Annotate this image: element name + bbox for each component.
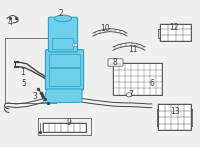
- FancyBboxPatch shape: [45, 50, 84, 90]
- Bar: [5, 38, 56, 103]
- Text: 11: 11: [128, 45, 138, 55]
- FancyBboxPatch shape: [108, 59, 123, 66]
- Bar: [160, 24, 191, 41]
- FancyBboxPatch shape: [48, 17, 78, 52]
- Text: 10: 10: [100, 24, 110, 33]
- Text: P: P: [74, 43, 76, 47]
- Circle shape: [126, 93, 132, 97]
- Text: 2: 2: [59, 9, 63, 19]
- Text: 1: 1: [21, 68, 25, 77]
- Bar: [49, 54, 80, 67]
- Bar: [113, 63, 162, 95]
- Ellipse shape: [54, 15, 72, 22]
- Bar: [158, 104, 191, 130]
- Bar: [52, 38, 73, 49]
- Text: 3: 3: [33, 92, 37, 101]
- Text: 6: 6: [150, 78, 154, 88]
- Bar: [49, 68, 80, 86]
- Text: 4: 4: [7, 18, 12, 27]
- Bar: [43, 123, 86, 132]
- Circle shape: [72, 43, 78, 47]
- Text: 5: 5: [21, 78, 26, 88]
- Polygon shape: [43, 89, 82, 103]
- Bar: [38, 118, 91, 135]
- Text: 9: 9: [67, 118, 71, 127]
- Text: 12: 12: [169, 23, 179, 32]
- Text: 8: 8: [113, 58, 117, 67]
- Text: 7: 7: [129, 90, 133, 99]
- Text: 13: 13: [170, 107, 180, 116]
